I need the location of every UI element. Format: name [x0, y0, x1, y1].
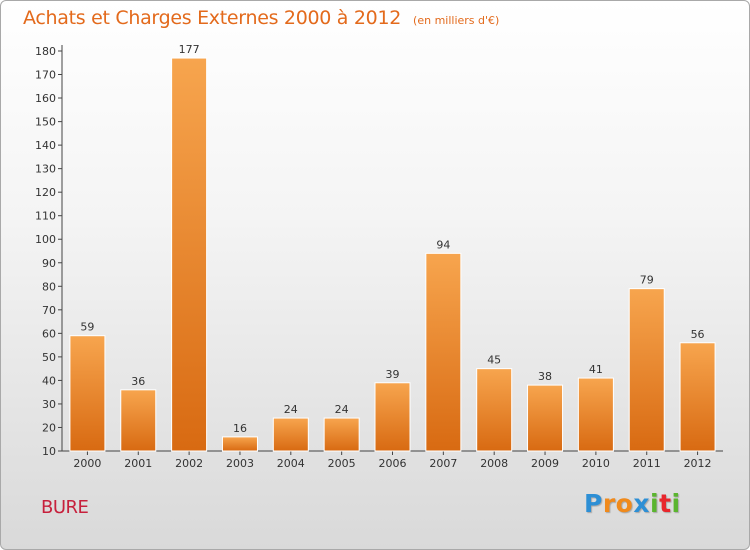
logo-letter: t: [659, 489, 672, 518]
bar: [527, 384, 564, 452]
y-tick-label: 90: [42, 257, 56, 270]
bar: [221, 436, 258, 452]
bars: 59 36 177 16 24 24 39 94 45 38 41 79 56: [69, 43, 716, 452]
chart-subtitle: (en milliers d'€): [413, 14, 500, 27]
logo-letter: r: [602, 489, 616, 518]
bar-value-label: 38: [538, 370, 552, 383]
y-tick-label: 40: [42, 374, 56, 387]
town-name: BURE: [41, 497, 89, 518]
x-tick-label: 2000: [73, 457, 101, 470]
y-tick-label: 10: [42, 445, 56, 458]
bar-value-label: 177: [179, 43, 200, 56]
x-tick-label: 2012: [684, 457, 712, 470]
x-tick-label: 2007: [429, 457, 457, 470]
logo-letter: i: [671, 489, 681, 518]
logo-letter: x: [633, 489, 650, 518]
y-tick-label: 170: [35, 69, 56, 82]
y-tick-label: 100: [35, 233, 56, 246]
chart-title: Achats et Charges Externes 2000 à 2012 (e…: [23, 7, 499, 29]
bar-value-label: 39: [386, 368, 400, 381]
bar: [425, 252, 462, 452]
x-tick-label: 2003: [226, 457, 254, 470]
bar-value-label: 36: [131, 375, 145, 388]
y-tick-label: 60: [42, 327, 56, 340]
logo-letter: o: [615, 489, 634, 518]
bar-value-label: 45: [487, 354, 501, 367]
bar-value-label: 59: [80, 321, 94, 334]
x-tick-label: 2006: [379, 457, 407, 470]
y-tick-label: 70: [42, 304, 56, 317]
bar: [476, 368, 513, 452]
x-tick-label: 2010: [582, 457, 610, 470]
bar: [679, 342, 716, 452]
bar: [577, 377, 614, 452]
y-tick-label: 140: [35, 139, 56, 152]
x-tick-label: 2001: [124, 457, 152, 470]
bar-value-label: 79: [640, 274, 654, 287]
bar-value-label: 56: [691, 328, 705, 341]
bar-value-label: 24: [284, 403, 298, 416]
y-tick-label: 110: [35, 210, 56, 223]
y-tick-label: 120: [35, 186, 56, 199]
bar: [323, 417, 360, 452]
bar-value-label: 16: [233, 422, 247, 435]
bar: [628, 288, 665, 452]
bar: [272, 417, 309, 452]
bar: [69, 335, 106, 452]
x-tick-label: 2005: [328, 457, 356, 470]
logo-letter: i: [650, 489, 660, 518]
bar: [374, 382, 411, 452]
x-tick-label: 2011: [633, 457, 661, 470]
x-tick-label: 2008: [480, 457, 508, 470]
bar: [120, 389, 157, 452]
y-tick-label: 30: [42, 398, 56, 411]
logo-letter: P: [584, 489, 603, 518]
y-tick-label: 150: [35, 116, 56, 129]
y-tick-label: 20: [42, 421, 56, 434]
bar-value-label: 41: [589, 363, 603, 376]
bar-value-label: 24: [335, 403, 349, 416]
x-tick-label: 2002: [175, 457, 203, 470]
proxiti-logo[interactable]: Proxiti: [584, 489, 681, 518]
x-tick-label: 2004: [277, 457, 305, 470]
y-tick-label: 180: [35, 45, 56, 58]
y-tick-label: 80: [42, 280, 56, 293]
y-tick-label: 130: [35, 163, 56, 176]
y-tick-label: 50: [42, 351, 56, 364]
chart-title-text: Achats et Charges Externes 2000 à 2012: [23, 7, 402, 29]
y-tick-label: 160: [35, 92, 56, 105]
x-tick-label: 2009: [531, 457, 559, 470]
bar-value-label: 94: [436, 238, 450, 251]
bar: [171, 57, 208, 452]
